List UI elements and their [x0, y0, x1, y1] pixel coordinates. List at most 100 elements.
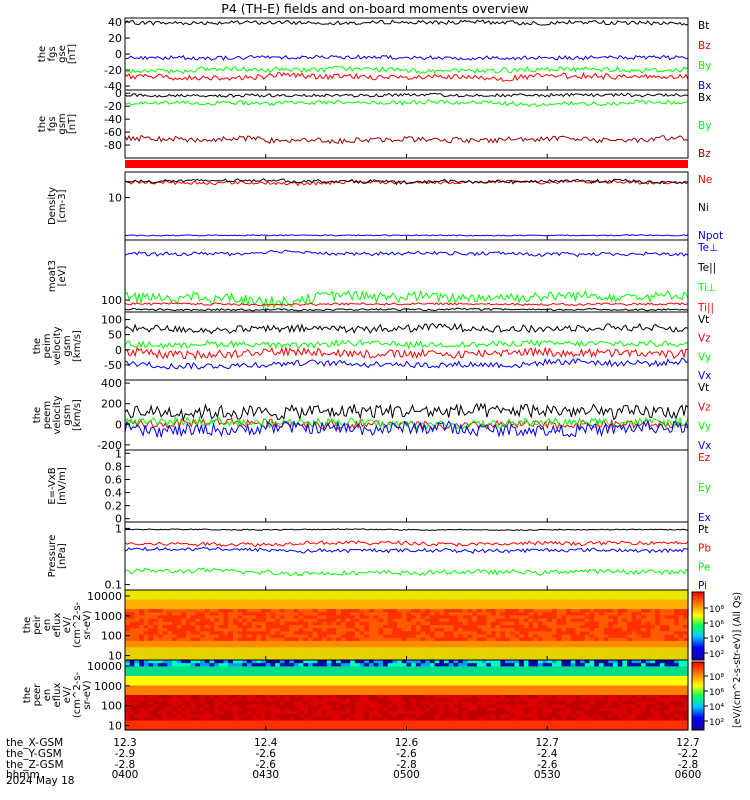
heatmap-cell [279, 688, 286, 693]
heatmap-cell [204, 695, 211, 699]
heatmap-cell [350, 701, 356, 706]
heatmap-cell [129, 717, 135, 722]
heatmap-cell [340, 612, 347, 617]
heatmap-cell [139, 656, 145, 661]
heatmap-cell [537, 695, 544, 699]
heatmap-cell [359, 701, 365, 706]
heatmap-cell [307, 688, 314, 693]
heatmap-cell [392, 590, 398, 594]
heatmap-cell [594, 593, 600, 597]
heatmap-cell [509, 663, 516, 667]
heatmap-cell [317, 618, 323, 623]
heatmap-cell [345, 625, 351, 629]
heatmap-cell [645, 615, 652, 620]
heatmap-cell [232, 656, 239, 661]
heatmap-cell [279, 644, 286, 648]
heatmap-cell [641, 621, 647, 626]
heatmap-cell [462, 618, 469, 623]
heatmap-cell [509, 599, 516, 604]
heatmap-cell [397, 634, 403, 639]
heatmap-cell [641, 650, 647, 655]
heatmap-cell [678, 682, 684, 687]
heatmap-cell [566, 669, 572, 674]
y-axis-label: sr-eV) [82, 610, 93, 639]
heatmap-cell [528, 621, 534, 626]
heatmap-cell [420, 714, 426, 718]
heatmap-cell [594, 621, 600, 626]
legend-label-Vz: Vz [698, 333, 711, 345]
heatmap-cell [171, 640, 178, 645]
heatmap-cell [495, 634, 501, 639]
heatmap-cell [242, 653, 248, 658]
heatmap-cell [223, 650, 229, 655]
heatmap-cell [237, 605, 243, 610]
heatmap-cell [204, 698, 211, 702]
heatmap-cell [289, 685, 295, 690]
heatmap-cell [570, 650, 576, 655]
heatmap-cell [345, 631, 351, 636]
heatmap-cell [458, 647, 464, 652]
heatmap-cell [129, 704, 135, 709]
heatmap-cell [495, 593, 501, 597]
heatmap-cell [542, 701, 548, 706]
heatmap-cell [514, 682, 520, 687]
heatmap-cell [420, 644, 426, 648]
heatmap-cell [392, 605, 398, 610]
heatmap-cell [275, 590, 281, 594]
heatmap-cell [509, 618, 516, 623]
heatmap-cell [129, 714, 135, 718]
heatmap-cell [378, 698, 384, 702]
heatmap-cell [575, 666, 581, 671]
heatmap-cell [439, 691, 445, 696]
heatmap-cell [617, 672, 623, 677]
heatmap-cell [608, 688, 614, 693]
heatmap-cell [265, 647, 272, 652]
heatmap-cell [125, 701, 131, 706]
heatmap-cell [406, 669, 412, 674]
heatmap-cell [627, 679, 633, 683]
heatmap-cell [570, 675, 576, 680]
heatmap-cell [655, 593, 661, 597]
heatmap-cell [519, 590, 525, 594]
heatmap-cell [397, 688, 403, 693]
heatmap-cell [195, 698, 201, 702]
heatmap-cell [641, 618, 647, 623]
heatmap-cell [575, 644, 581, 648]
legend-label-Vy: Vy [698, 421, 711, 433]
heatmap-cell [420, 666, 426, 671]
heatmap-cell [490, 599, 497, 604]
heatmap-cell [392, 618, 398, 623]
heatmap-cell [551, 653, 558, 658]
heatmap-cell [139, 599, 145, 604]
heatmap-cell [519, 701, 525, 706]
heatmap-cell [171, 660, 178, 664]
heatmap-cell [223, 666, 229, 671]
heatmap-cell [125, 634, 131, 639]
heatmap-cell [265, 695, 272, 699]
heatmap-cell [331, 647, 337, 652]
heatmap-cell [378, 599, 384, 604]
heatmap-cell [317, 593, 323, 597]
heatmap-cell [326, 640, 333, 645]
heatmap-cell [415, 663, 422, 667]
heatmap-cell [364, 710, 370, 715]
heatmap-cell [458, 675, 464, 680]
heatmap-cell [495, 682, 501, 687]
heatmap-cell [505, 647, 511, 652]
heatmap-cell [664, 637, 670, 642]
heatmap-cell [523, 593, 530, 597]
heatmap-cell [246, 599, 253, 604]
heatmap-cell [519, 647, 525, 652]
heatmap-cell [354, 653, 361, 658]
heatmap-cell [584, 615, 591, 620]
heatmap-cell [223, 704, 229, 709]
heatmap-cell [584, 714, 591, 718]
heatmap-cell [181, 596, 187, 601]
heatmap-cell [566, 602, 572, 607]
heatmap-cell [458, 704, 464, 709]
heatmap-cell [387, 640, 394, 645]
heatmap-cell [392, 685, 398, 690]
heatmap-cell [570, 621, 576, 626]
heatmap-cell [265, 596, 272, 601]
heatmap-cell [495, 637, 501, 642]
